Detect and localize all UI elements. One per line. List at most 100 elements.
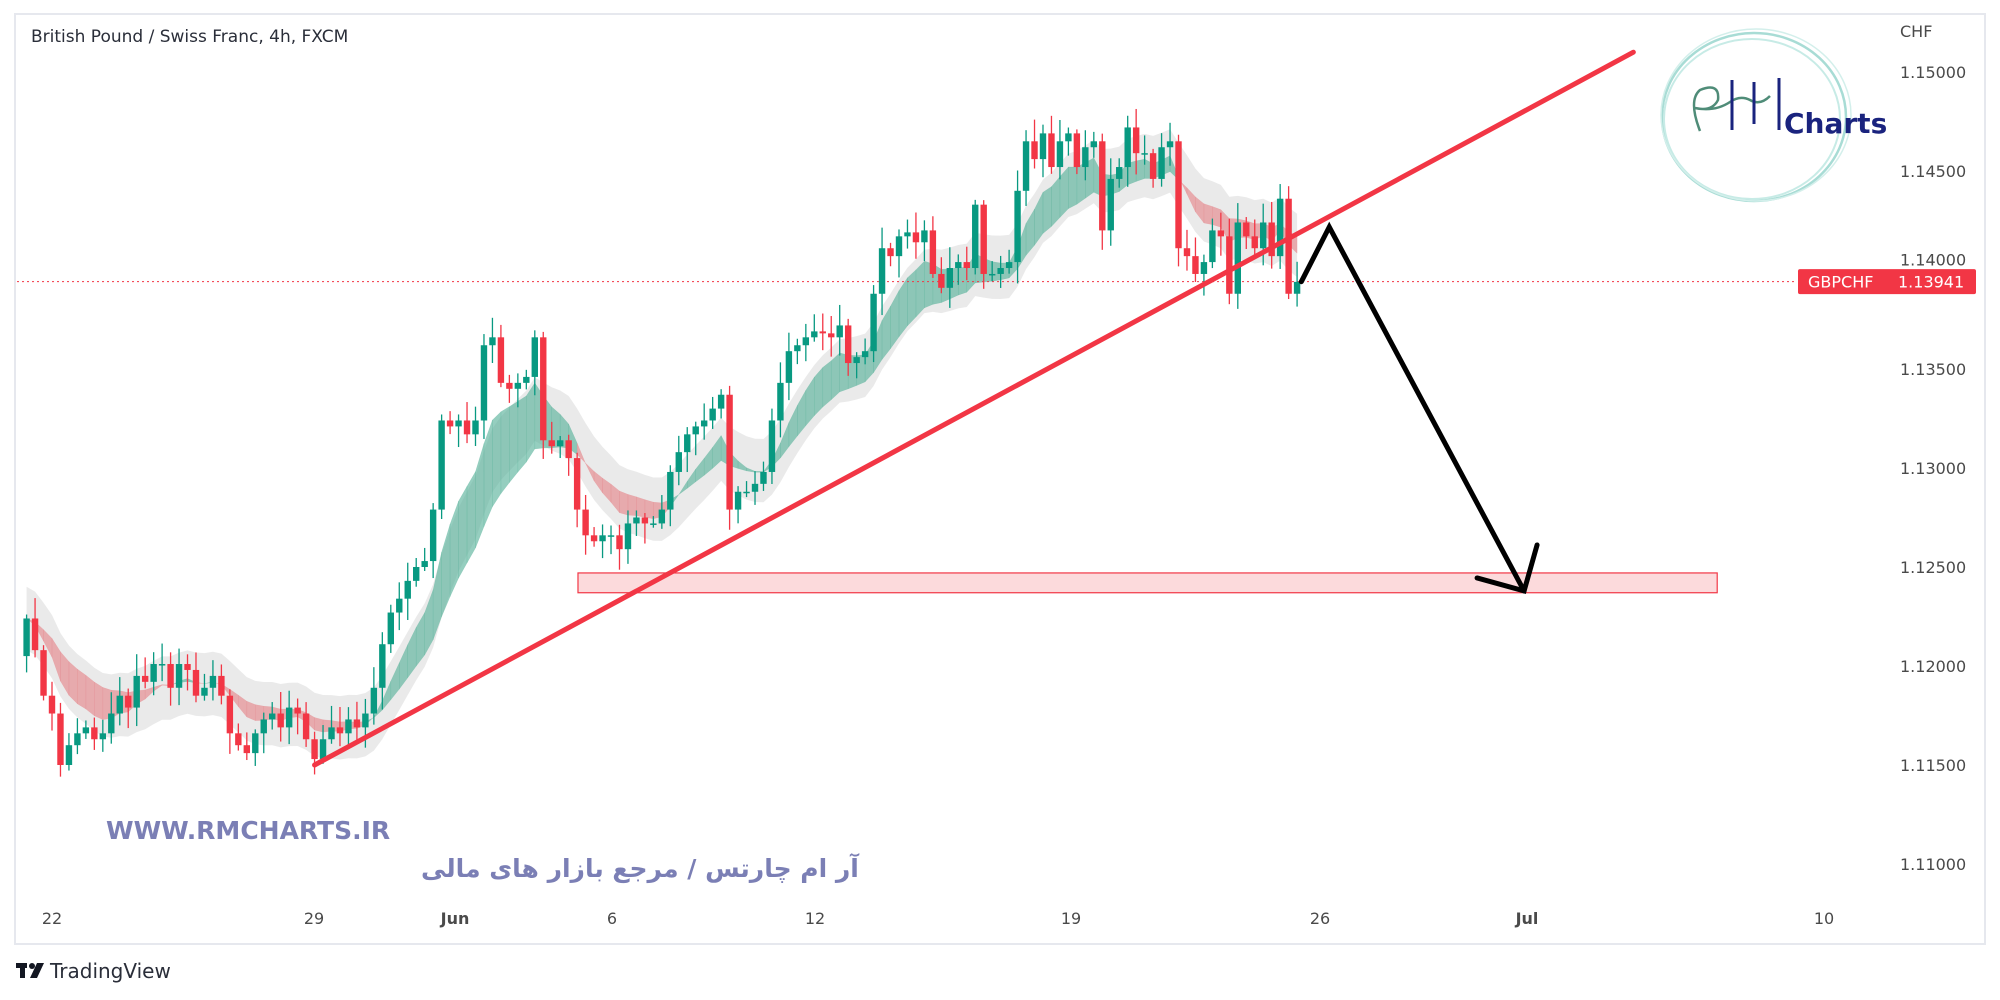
candle-body [523, 376, 530, 383]
candle [1124, 115, 1131, 187]
candle-body [116, 695, 123, 714]
candle [125, 688, 132, 729]
price-axis[interactable]: 1.15000 1.14500 1.14000 1.13500 1.13000 1.125… [1900, 63, 1966, 874]
tradingview-logo[interactable]: TradingView [16, 959, 171, 983]
candle [294, 698, 301, 735]
ribbon-segment [492, 411, 502, 508]
candle-body [209, 675, 217, 688]
candle-body [997, 268, 1004, 274]
ribbon-segment [822, 360, 832, 408]
time-tick-label: 10 [1814, 909, 1834, 928]
candle [1048, 115, 1055, 174]
candle [557, 436, 564, 459]
candle-body [345, 719, 352, 734]
candle [1031, 119, 1038, 169]
candle [582, 494, 589, 555]
support-zone[interactable] [577, 572, 1718, 594]
candle [1073, 129, 1081, 175]
tradingview-brand: TradingView [49, 959, 171, 983]
candle-body [616, 535, 623, 550]
candle [218, 664, 225, 705]
candle [1065, 127, 1072, 156]
candle-body [1192, 256, 1199, 274]
candle [1056, 119, 1064, 180]
time-tick-label: 26 [1310, 909, 1330, 928]
ribbon-segment [509, 400, 519, 484]
price-axis-currency: CHF [1900, 22, 1932, 41]
candle-body [692, 426, 699, 435]
candle-body [413, 567, 420, 581]
tradingview-icon [16, 963, 44, 978]
candle [675, 435, 682, 486]
candle [302, 702, 310, 747]
candle-body [955, 262, 962, 269]
candle-body [353, 719, 361, 728]
candle-body [184, 664, 191, 670]
candle [768, 408, 776, 484]
ribbon-segment [830, 352, 840, 401]
candle [633, 510, 640, 536]
candle [269, 702, 276, 730]
candle-body [1132, 127, 1140, 154]
candle-body [1166, 141, 1174, 148]
candle-body [158, 664, 166, 666]
candle-body [607, 535, 615, 537]
time-tick-label: 29 [304, 909, 324, 928]
candle [1293, 261, 1301, 307]
candle-body [141, 675, 149, 682]
candle [480, 334, 488, 439]
ribbon-segment [255, 704, 264, 721]
candle-body [1005, 262, 1013, 269]
candle-body [565, 440, 572, 459]
candle [599, 524, 606, 559]
current-price-tag: GBPCHF 1.13941 [1798, 269, 1976, 295]
candle-body [480, 345, 488, 421]
candle [1243, 217, 1250, 249]
candle [811, 314, 818, 342]
candle-body [192, 669, 200, 696]
ribbon-segment [458, 485, 468, 580]
candle [243, 732, 251, 761]
candle-body [235, 733, 242, 746]
candle-body [921, 230, 928, 243]
candle-body [667, 471, 674, 510]
time-axis[interactable]: 22 29 Jun 6 12 19 26 Jul 10 [42, 909, 1834, 928]
ribbon-segment [619, 490, 629, 516]
candle [209, 660, 217, 701]
candle-body [1099, 141, 1106, 231]
candle [1022, 130, 1030, 206]
candle-body [1251, 236, 1258, 249]
candle-body [319, 739, 327, 760]
candle-body [734, 491, 742, 510]
candle-body [1183, 248, 1191, 257]
candle-body [125, 695, 132, 708]
candle-body [1234, 222, 1241, 294]
candle [336, 707, 344, 747]
candle [836, 304, 843, 356]
candle [1014, 170, 1021, 284]
candle [777, 362, 784, 438]
candle-body [641, 517, 649, 524]
projection-arrow[interactable] [1298, 221, 1527, 594]
watermark-tagline: آر ام چارتس / مرجع بازار های مالی [421, 853, 860, 884]
candle [226, 689, 234, 754]
candle-body [1268, 222, 1275, 257]
candle [921, 220, 928, 261]
candle-body [1200, 262, 1208, 274]
candle [717, 389, 725, 419]
candle [413, 557, 420, 587]
candle-body [785, 351, 793, 383]
candle [1090, 131, 1098, 158]
logo-ring [1663, 38, 1841, 200]
price-tick-label: 1.12500 [1900, 558, 1966, 577]
candle-body [540, 337, 547, 441]
candle [1217, 212, 1225, 256]
candle [938, 257, 945, 294]
candle [387, 604, 394, 653]
candle-body [675, 452, 682, 472]
candle [929, 216, 937, 278]
candle [1251, 219, 1258, 258]
trendline[interactable] [312, 49, 1636, 768]
candle [285, 690, 293, 745]
